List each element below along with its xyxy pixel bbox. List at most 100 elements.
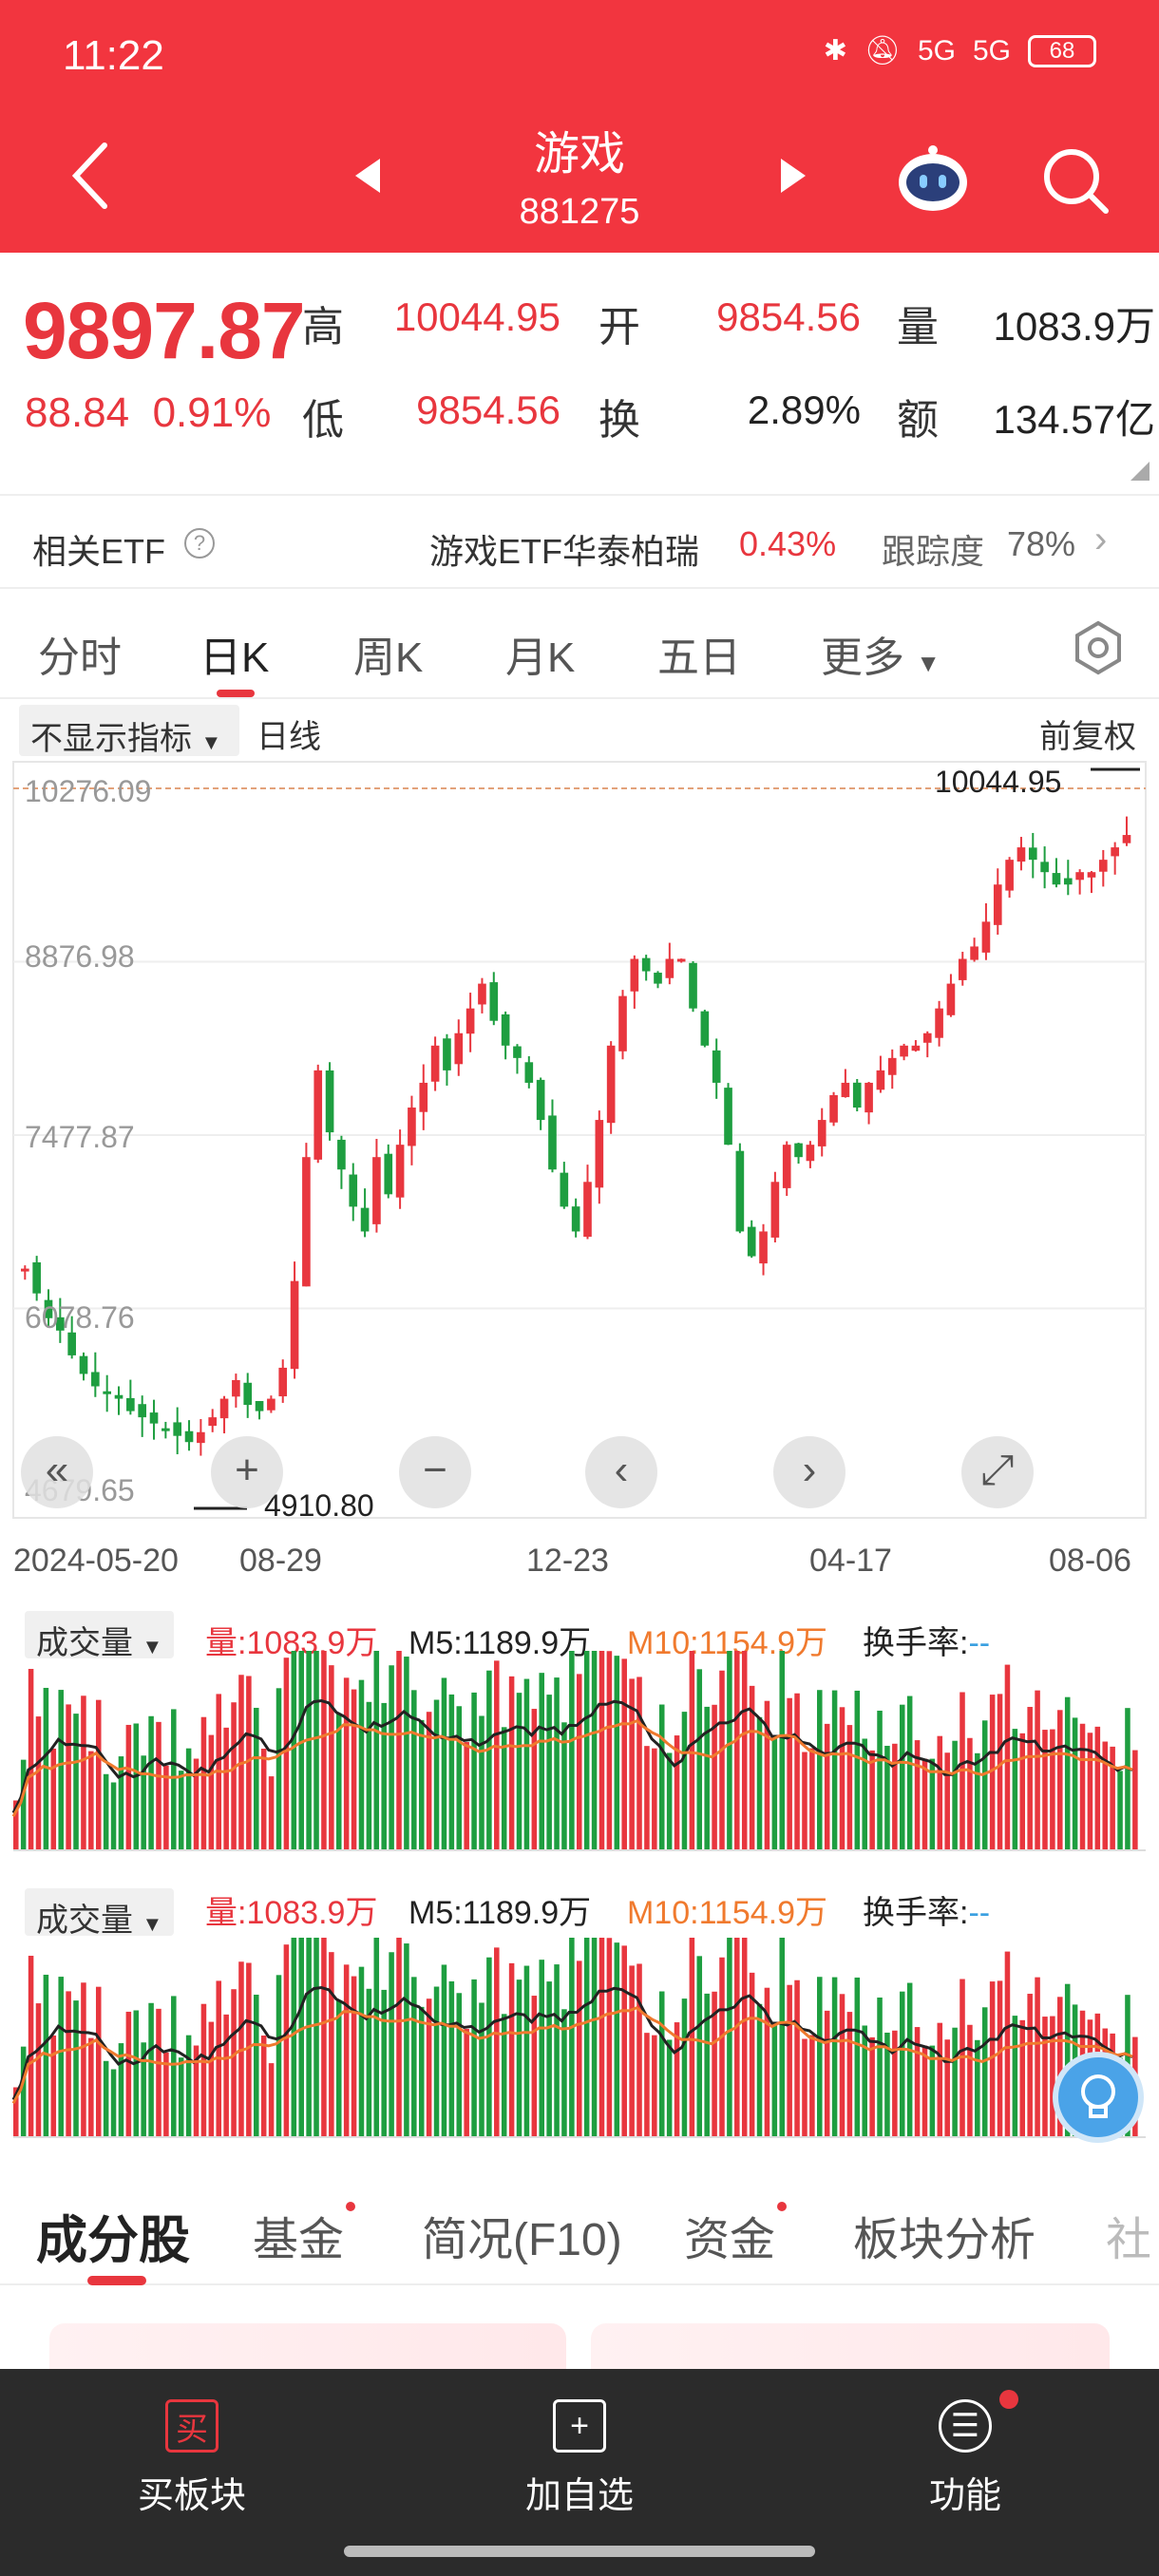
volume-bar [658, 1704, 665, 1850]
volume-bar [906, 1982, 913, 2137]
volume-indicator-select-1[interactable]: 成交量 ▼ [25, 1611, 175, 1661]
tab-sector-analysis[interactable]: 板块分析 [853, 2215, 1036, 2265]
candle-body [782, 1145, 791, 1188]
scroll-left-button[interactable]: ‹ [585, 1436, 657, 1508]
volume-bar [658, 1991, 665, 2137]
tab-weekly-k[interactable]: 周K [353, 635, 424, 681]
search-icon[interactable] [1037, 142, 1113, 218]
volume-bar [260, 2036, 267, 2137]
m5-value-2: M5:1189.9万 [408, 1895, 592, 1931]
tab-intraday[interactable]: 分时 [38, 635, 122, 681]
related-etf-row[interactable]: 相关ETF ? 游戏ETF华泰柏瑞 0.43% 跟踪度 78% › [0, 494, 1159, 589]
tab-funds[interactable]: 基金 [253, 2215, 345, 2265]
volume-bar [479, 1715, 484, 1850]
m5-value-1: M5:1189.9万 [408, 1625, 592, 1661]
volume-bar [58, 1690, 64, 1850]
zoom-out-button[interactable]: − [399, 1436, 471, 1508]
volume-bar [373, 1938, 380, 2137]
volume-bar [644, 2033, 650, 2137]
scroll-right-button[interactable]: › [773, 1436, 846, 1508]
tab-profile-f10[interactable]: 简况(F10) [422, 2215, 622, 2265]
tab-constituents[interactable]: 成分股 [36, 2212, 190, 2269]
expand-corner-icon[interactable] [1130, 462, 1150, 481]
indicator-select[interactable]: 不显示指标 ▼ [19, 705, 239, 757]
volume-bar [163, 1765, 169, 1850]
volume-bar [719, 1670, 725, 1850]
settings-hex-icon[interactable] [1070, 619, 1127, 676]
buy-sector-button[interactable]: 买 买板块 [78, 2399, 306, 2518]
capital-dot [777, 2202, 787, 2211]
volume-bar [846, 2012, 853, 2137]
prev-stock-icon[interactable] [353, 157, 382, 195]
candle-body [630, 958, 639, 992]
volume-bar [531, 1709, 538, 1850]
candle-body [911, 1045, 921, 1051]
volume-bar [817, 1977, 823, 2137]
stock-code: 881275 [519, 192, 640, 232]
volume-bar [28, 1669, 34, 1850]
tab-monthly-k[interactable]: 月K [505, 635, 576, 681]
tab-more[interactable]: 更多 ▼ [821, 623, 940, 684]
volume-bar [914, 1740, 921, 1850]
scroll-left-fast-button[interactable]: « [21, 1436, 93, 1508]
tab-five-day[interactable]: 五日 [657, 635, 741, 681]
chevron-right-icon[interactable]: › [1094, 519, 1108, 560]
fullscreen-button[interactable]: ⤢ [961, 1436, 1034, 1508]
high-label: 高 [302, 304, 344, 350]
tab-daily-k[interactable]: 日K [200, 635, 270, 681]
lightbulb-help-button[interactable] [1053, 2052, 1144, 2143]
back-arrow-icon[interactable] [66, 138, 114, 214]
volume-bar [156, 1721, 162, 1850]
etf-name[interactable]: 游戏ETF华泰柏瑞 [429, 532, 699, 571]
volume-bar [223, 2014, 229, 2137]
volume-bar [178, 2057, 184, 2137]
candle-body [618, 995, 627, 1051]
volume-bar [1019, 1733, 1026, 1850]
next-stock-icon[interactable] [779, 157, 808, 195]
volume-bar [254, 1994, 259, 2137]
volume-bar [133, 1723, 140, 1850]
volume-bar [606, 1938, 613, 2137]
m10-line [11, 2005, 1133, 2105]
tab-community[interactable]: 社 [1106, 2215, 1152, 2265]
volume-bar [95, 1986, 102, 2137]
etf-label: 相关ETF [32, 532, 165, 571]
candle-body [1111, 847, 1119, 857]
volume-bar [779, 1651, 786, 1850]
volume-bar [741, 1651, 748, 1850]
volume-chart-2[interactable] [0, 1890, 1159, 2166]
volume-bar [268, 2063, 275, 2137]
candle-body [1098, 860, 1108, 872]
functions-button[interactable]: ☰ 功能 [851, 2399, 1079, 2518]
active-tab-underline [217, 690, 255, 697]
volume-bar [569, 1938, 575, 2137]
robot-assistant-icon[interactable] [895, 141, 971, 217]
volume-bar [794, 1693, 800, 1850]
zoom-in-button[interactable]: + [211, 1436, 283, 1508]
volume-bar [20, 1759, 27, 1850]
tab-capital[interactable]: 资金 [684, 2215, 776, 2265]
volume-bar [981, 2007, 988, 2137]
volume-bar [471, 1692, 477, 1850]
candle-body [501, 1013, 510, 1046]
volume-bar [13, 2087, 19, 2137]
candle-body [900, 1045, 908, 1057]
volume-bar [43, 1974, 49, 2137]
candle-body [747, 1226, 756, 1257]
volume-indicator-select-2[interactable]: 成交量 ▼ [25, 1888, 175, 1939]
volume-bar [441, 1964, 447, 2137]
volume-bar [546, 1981, 552, 2137]
buy-sector-label: 买板块 [137, 2476, 246, 2516]
volume-bar [756, 2003, 763, 2137]
volume-chart-1[interactable] [0, 1603, 1159, 1879]
candle-body [267, 1398, 276, 1411]
volume-bar [869, 2036, 875, 2137]
candle-body [454, 1032, 464, 1065]
price-change: 88.84 0.91% [25, 389, 271, 437]
add-watchlist-button[interactable]: + 加自选 [466, 2399, 694, 2518]
adjust-mode-label[interactable]: 前复权 [1039, 719, 1136, 755]
kline-chart[interactable]: 10276.09 8876.98 7477.87 6078.76 4679.65… [0, 760, 1159, 1615]
volume-bar [1012, 1729, 1018, 1850]
help-icon[interactable]: ? [184, 528, 215, 559]
volume-bar [531, 1996, 538, 2137]
